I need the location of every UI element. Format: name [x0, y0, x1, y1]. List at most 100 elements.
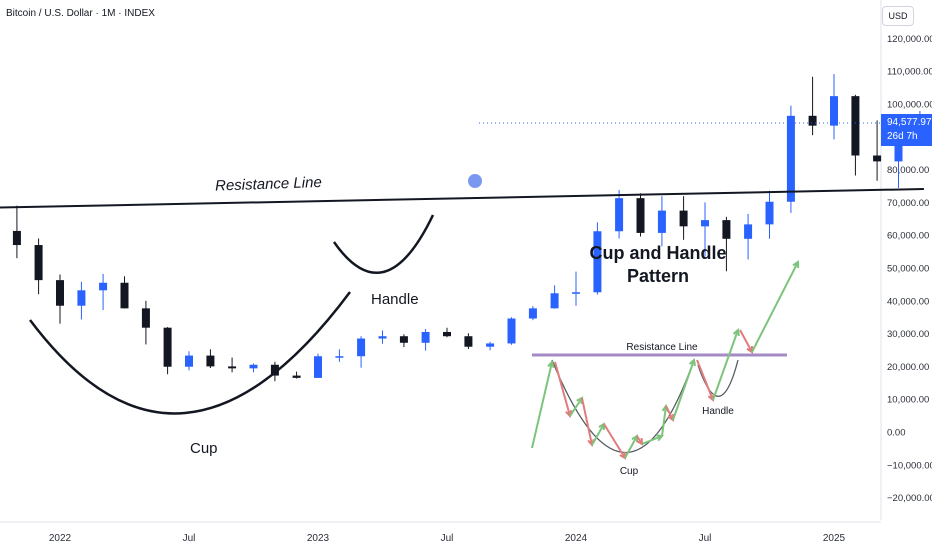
y-tick-label: 30,000.00	[887, 329, 929, 340]
y-tick-label: 40,000.00	[887, 296, 929, 307]
down-arrow	[603, 423, 627, 460]
candle-body	[77, 290, 86, 306]
candle-body	[206, 355, 215, 367]
candle	[507, 317, 516, 345]
candle	[464, 333, 473, 350]
candle-body	[249, 364, 258, 369]
candle	[357, 336, 366, 368]
handle-curve	[332, 214, 435, 274]
candle	[572, 271, 580, 306]
resistance-line	[0, 188, 924, 209]
candle-body	[830, 96, 838, 126]
candle	[873, 120, 882, 181]
pattern-title-line1: Cup and Handle	[589, 243, 726, 263]
candle	[399, 334, 408, 348]
y-tick-label: 70,000.00	[887, 198, 929, 209]
candle-body	[808, 115, 817, 126]
down-arrow	[665, 405, 675, 422]
candle-body	[744, 224, 753, 239]
current-price-value: 94,577.97	[887, 117, 932, 128]
diagram-cup-label: Cup	[620, 466, 639, 477]
candle	[292, 371, 301, 379]
candle-body	[378, 336, 387, 339]
candle-body	[507, 318, 516, 344]
up-arrow	[624, 434, 639, 459]
up-arrow	[531, 359, 555, 449]
candle	[830, 74, 838, 140]
candle	[593, 222, 602, 295]
candle-body	[464, 336, 473, 347]
candle-body	[228, 366, 237, 369]
candle-body	[615, 198, 624, 232]
candle	[120, 276, 129, 309]
candle-body	[270, 364, 279, 376]
candle	[636, 193, 645, 237]
candle-body	[486, 343, 495, 347]
candle-body	[185, 355, 193, 367]
candle	[206, 349, 215, 369]
candle	[99, 273, 108, 310]
candle-body	[657, 210, 666, 233]
handle-label: Handle	[371, 291, 419, 308]
candle	[679, 196, 688, 240]
x-axis: Jul2022Jul2023Jul2024Jul2025Jul2026Jul20…	[0, 521, 881, 544]
y-tick-label: 110,000.00	[887, 67, 932, 78]
candle-body	[851, 96, 860, 156]
x-tick-label: Jul	[441, 533, 454, 544]
candle-body	[56, 280, 64, 306]
current-price-tag: 94,577.97 26d 7h	[881, 114, 932, 146]
x-tick-label: 2023	[307, 533, 330, 544]
candle-body	[163, 327, 172, 367]
candle	[163, 327, 172, 375]
candle-body	[314, 356, 322, 378]
diagram-handle-curve	[697, 359, 739, 397]
candle-body	[335, 356, 344, 358]
candle	[314, 353, 322, 378]
candle-body	[443, 331, 451, 337]
up-arrow	[569, 396, 584, 417]
candle	[185, 351, 193, 371]
candle-body	[550, 293, 559, 309]
candle	[486, 341, 495, 351]
y-tick-label: 80,000.00	[887, 165, 929, 176]
candle	[378, 330, 387, 344]
y-tick-label: −10,000.00	[887, 460, 932, 471]
candle	[249, 363, 258, 373]
y-tick-label: −20,000.00	[887, 493, 932, 504]
cup-curve	[29, 291, 352, 415]
candle-body	[141, 308, 150, 328]
x-tick-label: 2024	[565, 533, 588, 544]
candle	[12, 205, 21, 259]
candle-body	[572, 292, 580, 294]
y-tick-label: 100,000.00	[887, 100, 932, 111]
chart-title: Bitcoin / U.S. Dollar · 1M · INDEX	[6, 8, 155, 19]
x-tick-label: Jul	[699, 533, 712, 544]
candle-body	[34, 245, 43, 281]
candle	[657, 196, 666, 247]
candle	[851, 94, 860, 176]
pattern-title-line2: Pattern	[627, 266, 689, 286]
x-tick-label: Jul	[183, 533, 196, 544]
candle	[77, 281, 86, 320]
candle	[786, 105, 795, 213]
candle-body	[636, 198, 645, 233]
y-tick-label: 60,000.00	[887, 231, 929, 242]
up-arrow	[641, 434, 664, 445]
diagram-handle-label: Handle	[702, 406, 734, 417]
candle-body	[873, 155, 882, 162]
cup-label: Cup	[190, 440, 218, 457]
candle-body	[593, 231, 602, 293]
candle	[335, 349, 344, 362]
candle-body	[722, 220, 731, 239]
diagram-cup-curve	[551, 359, 695, 454]
candle-countdown: 26d 7h	[887, 131, 918, 142]
diagram-arrows	[531, 260, 800, 460]
candle	[744, 213, 753, 260]
candle	[765, 190, 774, 239]
candle	[528, 306, 537, 321]
candle-body	[292, 375, 301, 378]
y-tick-label: 20,000.00	[887, 362, 929, 373]
currency-selector[interactable]: USD	[882, 6, 914, 26]
candle	[615, 189, 624, 239]
